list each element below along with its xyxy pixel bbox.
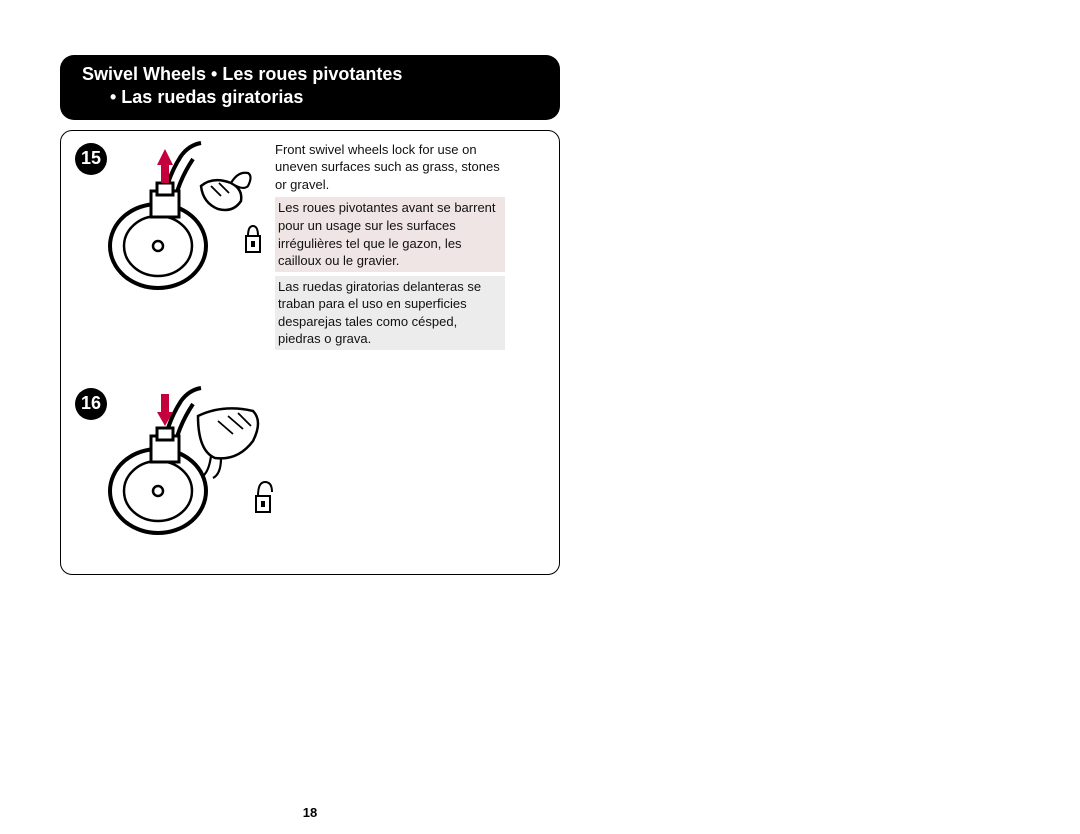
text-fr: Les roues pivotantes avant se barrent po… xyxy=(275,197,505,271)
step-text: Front swivel wheels lock for use on unev… xyxy=(275,141,505,350)
page-number: 18 xyxy=(60,805,560,820)
text-en: Front swivel wheels lock for use on unev… xyxy=(275,142,500,192)
content-frame: 15 xyxy=(60,130,560,575)
text-es: Las ruedas giratorias delanteras se trab… xyxy=(275,276,505,350)
manual-page: Swivel Wheels • Les roues pivotantes • L… xyxy=(60,55,560,820)
step-row: 16 xyxy=(75,386,545,556)
header-line2: • Las ruedas giratorias xyxy=(82,86,538,109)
step-row: 15 xyxy=(75,141,545,386)
header-line1: Swivel Wheels • Les roues pivotantes xyxy=(82,63,538,86)
wheel-illustration-unlocked xyxy=(103,386,293,551)
section-header: Swivel Wheels • Les roues pivotantes • L… xyxy=(60,55,560,120)
wheel-illustration-locked xyxy=(103,141,283,306)
